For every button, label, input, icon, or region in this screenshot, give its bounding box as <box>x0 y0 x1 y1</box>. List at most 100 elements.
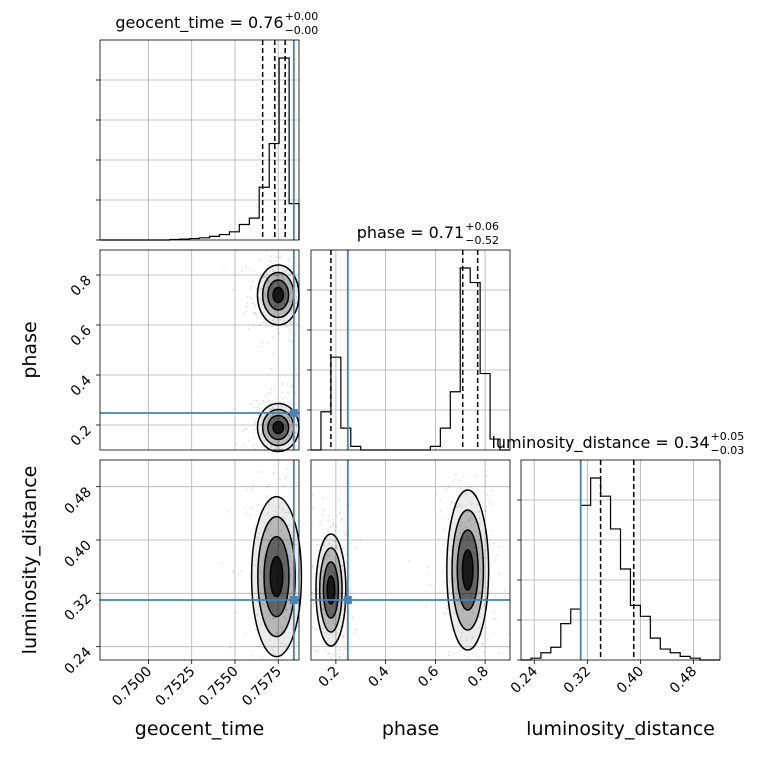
sample-point <box>327 565 330 568</box>
sample-point <box>498 652 500 655</box>
sample-point <box>262 276 265 278</box>
sample-point <box>339 499 342 501</box>
sample-point <box>288 301 291 303</box>
sample-point <box>270 433 273 435</box>
sample-point <box>328 652 331 655</box>
title-error-plus: +0.00 <box>285 10 319 23</box>
sample-point <box>470 502 473 505</box>
sample-point <box>278 262 281 265</box>
sample-point <box>276 446 278 449</box>
sample-point <box>283 615 285 618</box>
sample-point <box>471 539 474 541</box>
sample-point <box>454 557 457 560</box>
sample-point <box>274 274 277 277</box>
sample-point <box>458 479 461 481</box>
density-contour <box>272 420 285 435</box>
sample-point <box>285 608 288 611</box>
density-contour <box>318 547 343 633</box>
sample-point <box>448 558 451 561</box>
sample-point <box>259 571 262 574</box>
sample-point <box>251 281 254 283</box>
sample-point <box>276 274 279 277</box>
sample-point <box>282 278 285 281</box>
sample-point <box>328 542 331 545</box>
sample-point <box>265 276 268 279</box>
sample-point <box>279 478 281 480</box>
sample-point <box>334 617 337 619</box>
sample-point <box>354 629 356 631</box>
sample-point <box>327 573 329 576</box>
sample-point <box>334 529 337 532</box>
sample-point <box>481 643 483 645</box>
sample-point <box>348 590 351 593</box>
sample-point <box>312 494 314 497</box>
sample-point <box>266 555 269 558</box>
sample-point <box>267 436 269 438</box>
sample-point <box>275 311 277 313</box>
sample-point <box>241 270 244 272</box>
sample-point <box>243 633 246 635</box>
sample-point <box>253 406 256 409</box>
sample-point <box>260 434 262 437</box>
density-contour <box>257 515 296 638</box>
sample-point <box>342 568 345 571</box>
sample-point <box>478 517 481 520</box>
sample-point <box>483 651 485 654</box>
sample-point <box>332 518 334 521</box>
sample-point <box>277 404 280 407</box>
sample-point <box>288 328 291 331</box>
sample-point <box>246 295 249 298</box>
sample-point <box>425 605 428 608</box>
sample-point <box>314 650 317 652</box>
sample-point <box>274 447 277 450</box>
sample-point <box>250 488 253 491</box>
sample-point <box>330 613 332 616</box>
sample-point <box>455 587 458 590</box>
sample-point <box>268 417 270 420</box>
sample-point <box>328 642 331 645</box>
sample-point <box>262 560 265 562</box>
sample-point <box>294 299 297 302</box>
sample-point <box>273 551 276 554</box>
sample-point <box>478 553 481 555</box>
sample-point <box>261 416 264 418</box>
sample-point <box>315 628 318 631</box>
sample-point <box>458 487 461 489</box>
sample-point <box>327 572 330 574</box>
sample-point <box>324 648 326 651</box>
sample-point <box>312 626 314 629</box>
sample-point <box>288 286 291 289</box>
sample-point <box>267 281 269 283</box>
sample-point <box>332 522 335 524</box>
sample-point <box>316 543 318 546</box>
sample-point <box>281 630 283 632</box>
x-tick-label: 0.2 <box>316 664 343 691</box>
sample-point <box>329 566 332 568</box>
sample-point <box>463 603 466 606</box>
sample-point <box>283 484 286 487</box>
sample-point <box>339 601 342 604</box>
sample-point <box>323 570 325 572</box>
sample-point <box>489 501 492 504</box>
sample-point <box>262 321 265 324</box>
sample-point <box>263 428 266 430</box>
sample-point <box>294 273 297 276</box>
sample-point <box>492 611 495 613</box>
sample-point <box>275 627 278 630</box>
sample-point <box>283 571 286 574</box>
sample-point <box>283 278 286 281</box>
sample-point <box>268 309 270 312</box>
sample-point <box>249 513 252 516</box>
sample-point <box>272 617 275 620</box>
sample-point <box>331 524 334 527</box>
sample-point <box>491 583 494 585</box>
sample-point <box>326 573 329 576</box>
sample-point <box>467 544 470 546</box>
panel-title: phase = 0.71 <box>357 223 464 242</box>
x-tick-label: 0.24 <box>508 663 541 696</box>
sample-point <box>282 650 284 653</box>
sample-point <box>276 554 279 556</box>
sample-point <box>459 503 462 506</box>
x-tick-label: 0.6 <box>415 663 442 690</box>
sample-point <box>311 565 314 568</box>
